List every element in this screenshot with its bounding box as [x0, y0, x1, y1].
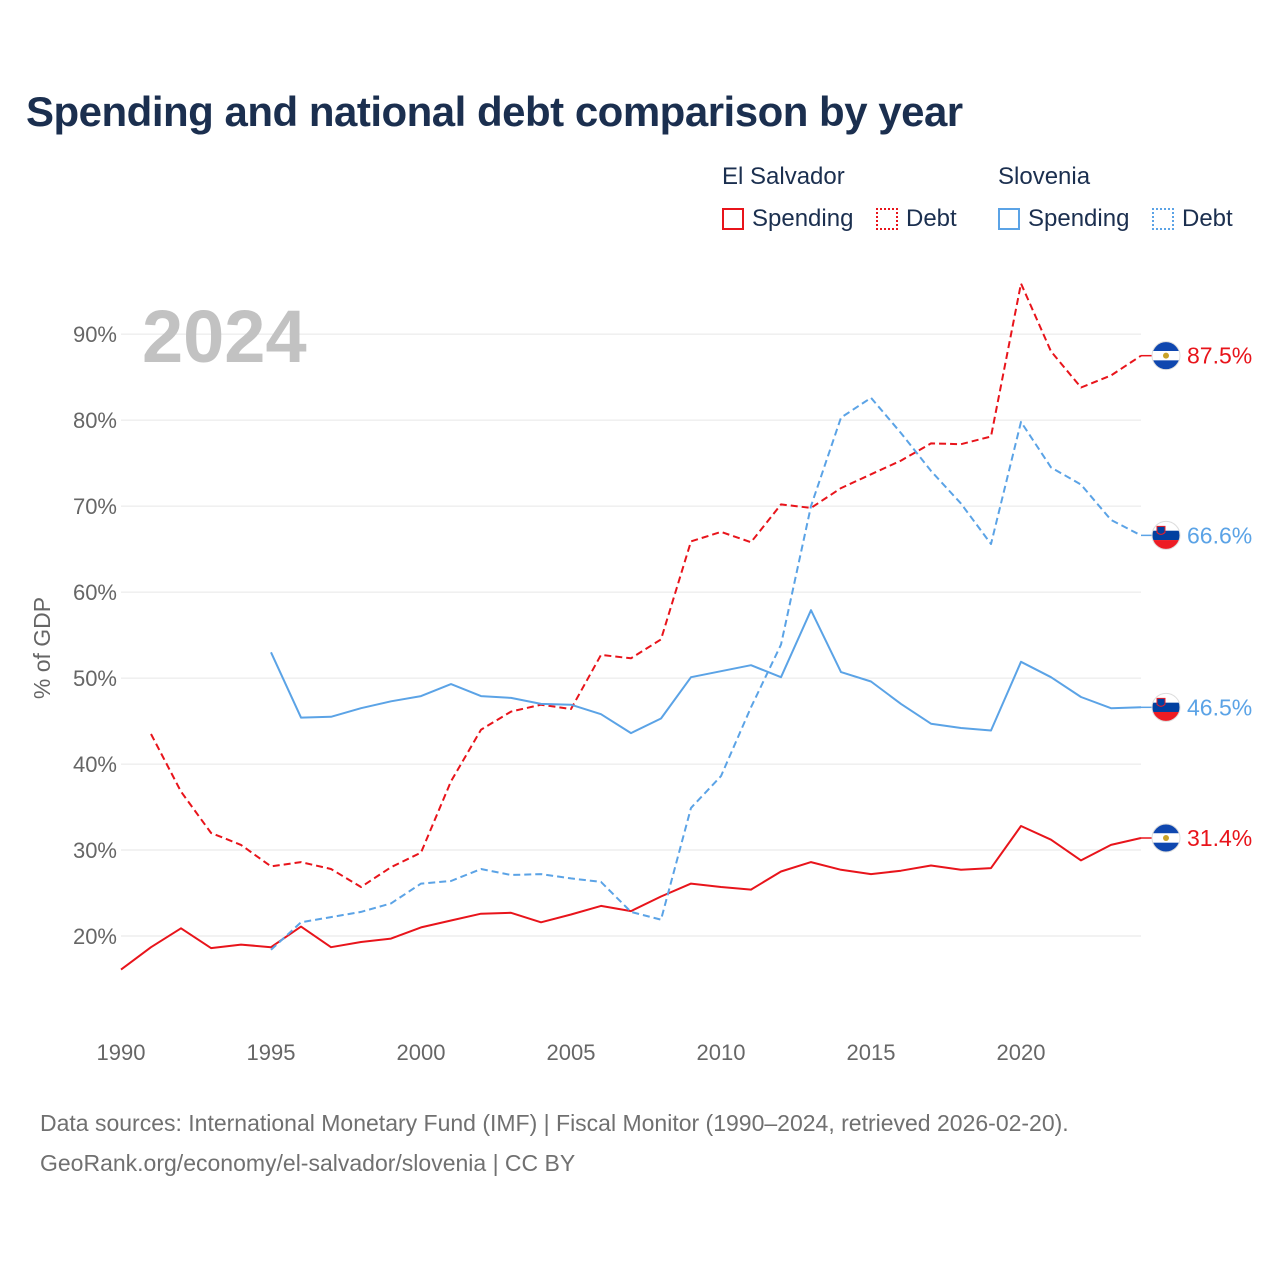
x-tick-label: 2015: [847, 1040, 896, 1065]
y-tick-label: 30%: [73, 838, 117, 863]
legend-group-el-salvador: El Salvador: [722, 163, 845, 190]
x-tick-label: 2000: [397, 1040, 446, 1065]
legend-slovenia-spending-label: Spending: [1028, 205, 1130, 232]
y-tick-label: 70%: [73, 494, 117, 519]
y-axis-label: % of GDP: [29, 597, 55, 699]
end-labels: 31.4% 87.5% 46.5% 66.6%: [1141, 341, 1252, 853]
chart-title: Spending and national debt comparison by…: [26, 88, 963, 135]
slovenia-flag-icon: [1151, 520, 1181, 550]
x-tick-label: 1995: [247, 1040, 296, 1065]
footer-sources: Data sources: International Monetary Fun…: [40, 1110, 1069, 1136]
series-line-slovenia-spending: [270, 609, 1142, 735]
x-tick-label: 1990: [97, 1040, 146, 1065]
legend-el-salvador-spending[interactable]: Spending: [722, 205, 853, 233]
x-tick-label: 2020: [997, 1040, 1046, 1065]
end-value-label: 87.5%: [1187, 343, 1252, 369]
series-lines: [120, 282, 1142, 971]
x-tick-label: 2010: [697, 1040, 746, 1065]
end-value-label: 31.4%: [1187, 825, 1252, 851]
x-tick-label: 2005: [547, 1040, 596, 1065]
el-salvador-flag-icon: [1151, 341, 1181, 371]
gridlines: [121, 333, 1141, 937]
series-line-el-salvador-spending: [120, 825, 1142, 971]
y-tick-label: 50%: [73, 666, 117, 691]
slovenia-flag-icon: [1151, 692, 1181, 722]
legend-swatch-solid-red: [722, 208, 744, 230]
legend-group-slovenia: Slovenia: [998, 163, 1091, 190]
year-watermark: 2024: [142, 295, 307, 378]
series-line-slovenia-debt: [270, 396, 1142, 951]
footer-attribution: GeoRank.org/economy/el-salvador/slovenia…: [40, 1150, 576, 1176]
legend-swatch-dotted-red: [876, 208, 898, 230]
y-tick-label: 40%: [73, 752, 117, 777]
y-tick-label: 90%: [73, 322, 117, 347]
end-value-label: 46.5%: [1187, 694, 1252, 720]
legend-slovenia-debt-label: Debt: [1182, 205, 1233, 232]
legend-slovenia-debt[interactable]: Debt: [1152, 205, 1233, 233]
y-tick-label: 60%: [73, 580, 117, 605]
legend-slovenia-spending[interactable]: Spending: [998, 205, 1129, 233]
y-tick-label: 20%: [73, 924, 117, 949]
end-value-label: 66.6%: [1187, 522, 1252, 548]
legend-swatch-solid-blue: [998, 208, 1020, 230]
legend-el-salvador-spending-label: Spending: [752, 205, 854, 232]
legend-el-salvador-debt[interactable]: Debt: [876, 205, 957, 233]
y-tick-label: 80%: [73, 408, 117, 433]
y-axis-ticks: 20% 30% 40% 50% 60% 70% 80% 90%: [73, 322, 117, 949]
series-line-el-salvador-debt: [150, 282, 1142, 888]
legend-swatch-dotted-blue: [1152, 208, 1174, 230]
legend-el-salvador-debt-label: Debt: [906, 205, 957, 232]
x-axis-ticks: 1990 1995 2000 2005 2010 2015 2020: [97, 1040, 1046, 1065]
el-salvador-flag-icon: [1151, 823, 1181, 853]
